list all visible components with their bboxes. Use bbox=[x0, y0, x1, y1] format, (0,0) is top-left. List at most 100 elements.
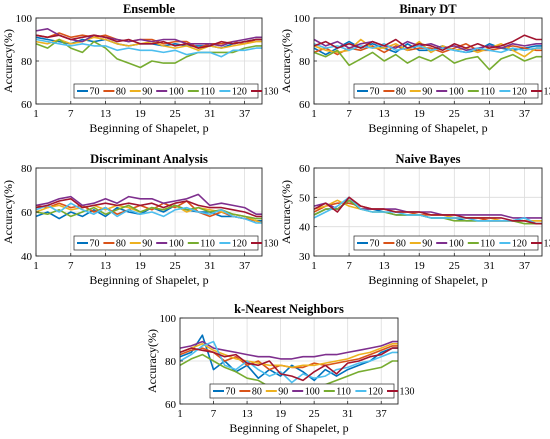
legend-label-70: 70 bbox=[370, 239, 380, 250]
legend-label-100: 100 bbox=[449, 239, 464, 250]
chart-title: k-Nearest Neighbors bbox=[234, 302, 344, 316]
x-tick-label: 13 bbox=[100, 108, 112, 120]
x-tick-label: 7 bbox=[346, 108, 352, 120]
series-line-120 bbox=[35, 38, 262, 58]
legend-label-120: 120 bbox=[368, 387, 383, 398]
legend-label-90: 90 bbox=[142, 87, 152, 98]
legend-label-70: 70 bbox=[370, 87, 380, 98]
x-tick-label: 25 bbox=[449, 108, 461, 120]
legend-label-110: 110 bbox=[480, 239, 495, 250]
chart-discriminant-analysis: 1 7 13 19 25 31 37 40 60 80 Discriminant Analysis B… bbox=[1, 152, 279, 287]
series-group bbox=[179, 334, 398, 392]
x-axis-label: Beginning of Shapelet, p bbox=[89, 273, 208, 287]
chart-ensemble: 1 7 13 19 25 31 37 60 80 100 Ensemble Beginning of … bbox=[1, 2, 279, 135]
x-tick-label: 19 bbox=[414, 108, 426, 120]
legend-label-110: 110 bbox=[200, 87, 215, 98]
x-axis-label: Beginning of Shapelet, p bbox=[368, 273, 487, 287]
x-tick-label: 13 bbox=[379, 260, 391, 272]
y-tick-label: 50 bbox=[299, 192, 311, 204]
series-line-100 bbox=[313, 38, 542, 52]
series-line-130 bbox=[35, 198, 262, 218]
legend-label-90: 90 bbox=[422, 239, 432, 250]
legend-label-110: 110 bbox=[336, 387, 351, 398]
x-tick-label: 13 bbox=[100, 260, 112, 272]
x-tick-label: 31 bbox=[484, 108, 495, 120]
x-tick-label: 13 bbox=[242, 408, 254, 420]
legend-label-90: 90 bbox=[278, 387, 288, 398]
x-tick-label: 19 bbox=[275, 408, 287, 420]
y-axis-label: Accuracy(%) bbox=[1, 180, 15, 244]
y-tick-label: 60 bbox=[21, 207, 33, 219]
legend-label-130: 130 bbox=[544, 87, 550, 98]
y-tick-label: 30 bbox=[299, 251, 311, 263]
x-tick-label: 1 bbox=[33, 260, 39, 272]
legend-label-120: 120 bbox=[232, 87, 247, 98]
y-tick-label: 60 bbox=[165, 399, 177, 411]
legend-label-100: 100 bbox=[169, 87, 184, 98]
legend-label-100: 100 bbox=[305, 387, 320, 398]
series-line-120 bbox=[35, 202, 262, 224]
legend-label-130: 130 bbox=[544, 239, 550, 250]
x-tick-label: 31 bbox=[484, 260, 495, 272]
legend-label-120: 120 bbox=[512, 239, 527, 250]
chart-title: Naive Bayes bbox=[396, 152, 461, 166]
legend-label-110: 110 bbox=[200, 239, 215, 250]
y-tick-label: 40 bbox=[21, 251, 33, 263]
legend-label-90: 90 bbox=[142, 239, 152, 250]
series-line-110 bbox=[35, 204, 262, 220]
y-tick-label: 80 bbox=[299, 56, 311, 68]
x-tick-label: 37 bbox=[519, 260, 531, 272]
x-tick-label: 25 bbox=[309, 408, 321, 420]
legend: 70 80 90 100 110 120 130 bbox=[73, 83, 279, 99]
series-group bbox=[313, 196, 542, 225]
x-tick-label: 7 bbox=[211, 408, 217, 420]
x-tick-label: 7 bbox=[68, 260, 74, 272]
y-tick-label: 80 bbox=[21, 56, 33, 68]
series-group bbox=[35, 193, 263, 224]
series-line-130 bbox=[313, 34, 542, 52]
y-axis-label: Accuracy(%) bbox=[145, 329, 159, 393]
x-axis-label: Beginning of Shapelet, p bbox=[229, 421, 348, 435]
series-line-130 bbox=[179, 347, 398, 382]
x-tick-label: 7 bbox=[346, 260, 352, 272]
y-tick-label: 80 bbox=[165, 356, 177, 368]
series-line-120 bbox=[313, 42, 542, 54]
x-tick-label: 7 bbox=[68, 108, 74, 120]
y-tick-label: 100 bbox=[160, 313, 177, 325]
y-axis-label: Accuracy(%) bbox=[279, 29, 293, 93]
series-line-130 bbox=[313, 196, 542, 225]
x-tick-label: 25 bbox=[449, 260, 461, 272]
legend-label-130: 130 bbox=[264, 87, 279, 98]
y-axis-label: Accuracy(%) bbox=[1, 29, 15, 93]
legend: 70 80 90 100 110 120 130 bbox=[353, 83, 550, 99]
x-tick-label: 37 bbox=[376, 408, 388, 420]
chart-naive-bayes: 1 7 13 19 25 31 37 30 40 50 60 Naive Bayes Beginning… bbox=[279, 152, 550, 287]
y-tick-label: 60 bbox=[299, 99, 311, 111]
x-tick-label: 19 bbox=[135, 108, 147, 120]
legend-label-70: 70 bbox=[90, 87, 100, 98]
x-tick-label: 1 bbox=[177, 408, 183, 420]
y-tick-label: 60 bbox=[21, 99, 33, 111]
y-tick-label: 100 bbox=[16, 13, 33, 25]
y-tick-label: 60 bbox=[299, 163, 311, 175]
legend-label-90: 90 bbox=[422, 87, 432, 98]
legend-label-70: 70 bbox=[226, 387, 236, 398]
legend-label-100: 100 bbox=[169, 239, 184, 250]
series-line-110 bbox=[313, 49, 542, 71]
series-line-90 bbox=[179, 342, 398, 369]
x-tick-label: 37 bbox=[239, 260, 251, 272]
chart-title: Binary DT bbox=[399, 2, 457, 16]
series-line-120 bbox=[179, 340, 398, 384]
series-line-100 bbox=[35, 193, 262, 215]
legend-label-130: 130 bbox=[264, 239, 279, 250]
chart-title: Ensemble bbox=[123, 2, 176, 16]
x-axis-label: Beginning of Shapelet, p bbox=[368, 121, 487, 135]
x-tick-label: 37 bbox=[239, 108, 251, 120]
legend-label-80: 80 bbox=[252, 387, 262, 398]
x-tick-label: 1 bbox=[33, 108, 39, 120]
legend-label-80: 80 bbox=[116, 87, 126, 98]
legend: 70 80 90 100 110 120 130 bbox=[353, 235, 550, 251]
axes-box bbox=[313, 167, 543, 257]
series-group bbox=[35, 27, 262, 69]
